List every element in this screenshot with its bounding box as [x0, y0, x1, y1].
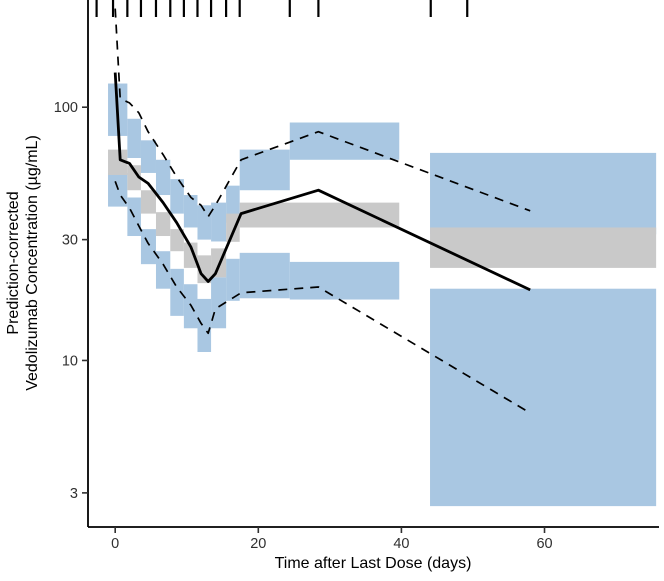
p95-ci-ribbon-segment [140, 140, 156, 173]
p05-ci-ribbon-segment [155, 251, 171, 289]
p95-ci-ribbon-segment [170, 179, 184, 214]
p05-ci-ribbon-segment [140, 229, 156, 265]
observed-p05-dashed-line [114, 181, 531, 414]
median-ci-ribbon-segment [140, 190, 156, 214]
p95-ci-ribbon-segment [155, 159, 171, 196]
observed-median-line [113, 72, 531, 292]
y-axis-title-line2: Vedolizumab Concentration (µg/mL) [24, 135, 41, 391]
p95-ci-ribbon-segment [430, 152, 657, 235]
p95-ci-ribbon-segment [183, 195, 198, 228]
observed-p95-dashed-line [114, 8, 531, 218]
p05-ci-ribbon-segment [197, 298, 212, 352]
x-tick-label: 0 [111, 536, 119, 552]
median-ci-ribbon-segment [108, 149, 128, 175]
p05-ci-ribbon-segment [430, 288, 657, 507]
p95-ci-ribbon-segment [197, 205, 212, 240]
p05-ci-ribbon-segment [289, 261, 400, 300]
median-ci-ribbon-segment [155, 212, 171, 237]
confidence-ribbons [108, 83, 657, 507]
axes [82, 0, 659, 533]
median-ci-ribbon-segment [430, 227, 657, 268]
p95-ci-ribbon-segment [127, 118, 141, 159]
p05-ci-ribbon-segment [226, 258, 240, 301]
median-ci-ribbon-segment [127, 165, 141, 191]
p95-ci-ribbon-segment [226, 185, 240, 223]
y-tick-label: 100 [54, 100, 78, 116]
y-tick-label: 3 [70, 486, 78, 502]
tick-labels: 0 20 40 60 3 10 30 100 [54, 100, 553, 552]
y-tick-label: 10 [62, 353, 78, 369]
median-ci-ribbon-segment [226, 213, 240, 242]
median-ci-ribbon-segment [170, 229, 184, 252]
p05-ci-ribbon-segment [211, 277, 227, 329]
y-tick-label: 30 [62, 233, 78, 249]
x-tick-label: 40 [393, 536, 409, 552]
bin-boundary-rug-marks [95, 0, 469, 17]
p95-ci-ribbon-segment [289, 122, 400, 160]
percentile-lines [113, 8, 531, 414]
x-axis-title: Time after Last Dose (days) [275, 555, 472, 572]
y-axis-title-line1: Prediction-corrected [5, 191, 22, 334]
median-ci-ribbon-segment [183, 242, 198, 268]
p95-ci-ribbon-segment [211, 202, 227, 242]
x-tick-label: 20 [250, 536, 266, 552]
x-tick-label: 60 [536, 536, 552, 552]
median-ci-ribbon-segment [197, 255, 212, 284]
p95-ci-ribbon-segment [239, 149, 290, 191]
